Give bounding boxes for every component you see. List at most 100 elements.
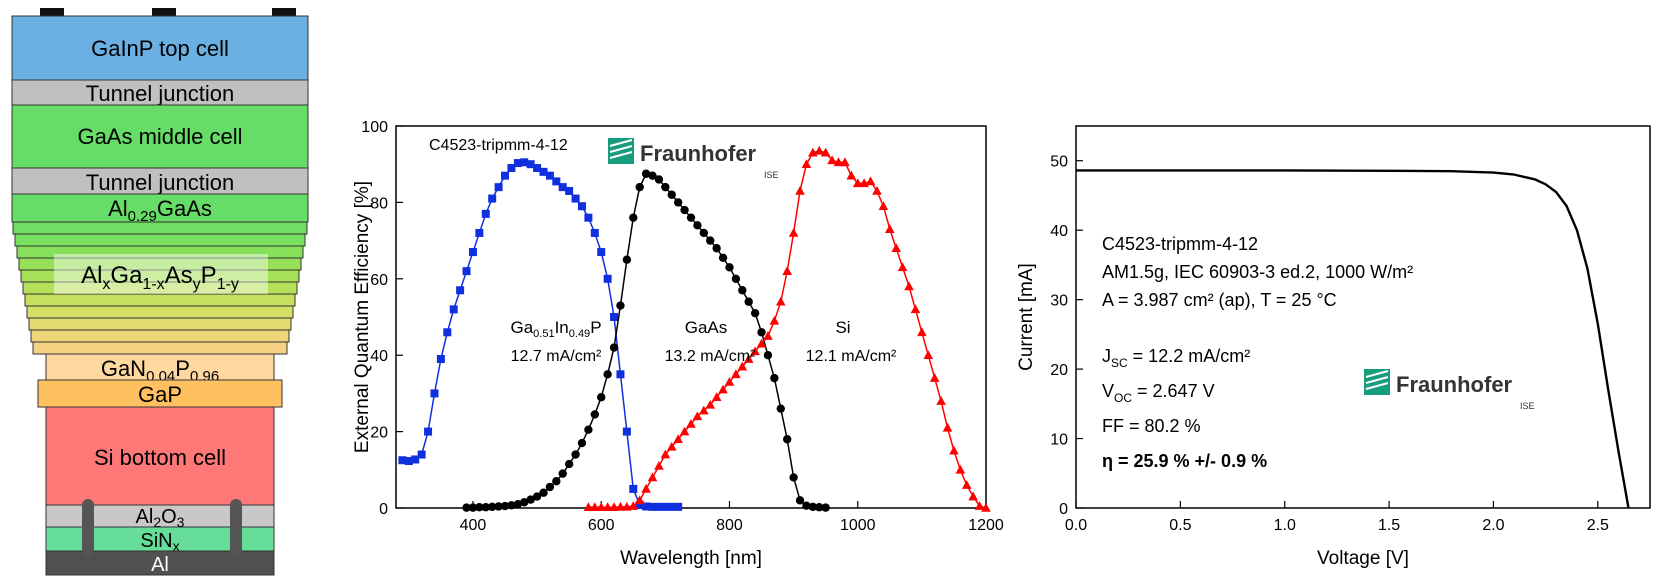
eqe-data-point bbox=[737, 361, 748, 371]
eqe-data-point bbox=[430, 389, 439, 398]
eqe-data-point bbox=[602, 502, 613, 512]
eqe-data-point bbox=[622, 427, 631, 436]
eqe-data-point bbox=[699, 228, 709, 238]
eqe-chart: 400 600 800 1000 1200 0 20 40 60 80 100 External Q… bbox=[352, 119, 1004, 569]
layer-tunnel-junction-1 bbox=[11, 79, 309, 106]
eqe-data-point bbox=[494, 183, 503, 192]
eqe-data-point bbox=[724, 376, 735, 386]
eqe-data-point bbox=[501, 171, 510, 180]
iv-axes: 0.0 0.5 1.0 1.5 2.0 2.5 0 10 20 30 40 50 bbox=[1050, 154, 1609, 534]
x-tick-label: 400 bbox=[460, 517, 487, 534]
eqe-data-point bbox=[654, 460, 664, 470]
front-contact bbox=[272, 8, 296, 17]
eqe-data-point bbox=[872, 185, 882, 195]
eqe-data-point bbox=[802, 501, 811, 510]
layer-gap bbox=[37, 379, 283, 408]
layer-algaas-label: Al0.29GaAs bbox=[108, 196, 212, 225]
eqe-data-point bbox=[436, 355, 445, 364]
eqe-data-point bbox=[597, 248, 606, 257]
eqe-data-point bbox=[929, 373, 940, 382]
eqe-data-point bbox=[923, 350, 934, 359]
eqe-data-point bbox=[757, 328, 766, 337]
eqe-data-point bbox=[628, 501, 639, 510]
eqe-logo-text: Fraunhofer bbox=[640, 141, 757, 166]
eqe-data-point bbox=[750, 346, 760, 356]
eqe-data-point bbox=[552, 177, 561, 186]
iv-curve bbox=[1076, 169, 1630, 509]
iv-ylabel: Current [mA] bbox=[1016, 263, 1037, 371]
eqe-data-point bbox=[661, 182, 670, 192]
eqe-data-point bbox=[532, 492, 542, 501]
iv-xlabel: Voltage [V] bbox=[1317, 548, 1409, 569]
y-tick-label: 20 bbox=[1050, 362, 1068, 379]
y-tick-label: 40 bbox=[1050, 223, 1068, 240]
y-tick-label: 50 bbox=[1050, 154, 1068, 171]
eqe-data-point bbox=[674, 502, 683, 511]
eqe-data-point bbox=[974, 501, 985, 510]
eqe-data-point bbox=[520, 498, 529, 507]
eqe-data-point bbox=[789, 473, 798, 482]
eqe-data-point bbox=[398, 456, 407, 465]
layer-sinx-label: SiNx bbox=[140, 530, 179, 554]
eqe-data-point bbox=[622, 255, 632, 264]
eqe-data-point bbox=[897, 262, 908, 272]
eqe-data-point bbox=[891, 243, 902, 253]
layer-tunnel-label-1: Tunnel junction bbox=[86, 81, 234, 106]
eqe-data-point bbox=[577, 438, 587, 448]
eqe-data-point bbox=[507, 164, 516, 173]
eqe-data-point bbox=[667, 190, 676, 199]
eqe-data-point bbox=[763, 331, 773, 340]
eqe-data-point bbox=[462, 267, 471, 276]
eqe-data-point bbox=[648, 171, 657, 180]
eqe-data-point bbox=[520, 158, 529, 167]
iv-sample-id: C4523-tripmm-4-12 bbox=[1102, 234, 1258, 254]
eqe-data-point bbox=[468, 503, 478, 512]
eqe-series-label-si: Si bbox=[835, 318, 850, 337]
eqe-data-point bbox=[629, 484, 638, 493]
eqe-data-point bbox=[904, 281, 914, 291]
eqe-data-point bbox=[936, 396, 946, 405]
eqe-data-point bbox=[487, 502, 497, 512]
eqe-data-point bbox=[615, 501, 626, 511]
eqe-data-point bbox=[833, 157, 844, 167]
eqe-data-point bbox=[545, 482, 555, 492]
eqe-data-point bbox=[731, 369, 741, 379]
eqe-data-point bbox=[603, 274, 612, 283]
eqe-data-point bbox=[917, 327, 927, 337]
eqe-plot-frame bbox=[395, 125, 987, 509]
eqe-data-point bbox=[634, 495, 645, 505]
eqe-data-point bbox=[583, 502, 594, 512]
eqe-data-point bbox=[488, 194, 497, 203]
eqe-data-point bbox=[597, 393, 606, 402]
x-tick-label: 1.0 bbox=[1274, 517, 1296, 534]
eqe-data-point bbox=[456, 286, 465, 295]
eqe-data-point bbox=[679, 426, 690, 436]
eqe-data-point bbox=[552, 477, 561, 486]
eqe-data-point bbox=[955, 464, 966, 474]
eqe-series-group bbox=[398, 145, 991, 512]
eqe-data-point bbox=[417, 450, 426, 459]
eqe-data-point bbox=[635, 182, 644, 192]
eqe-data-point bbox=[468, 248, 477, 257]
eqe-data-point bbox=[481, 209, 490, 218]
eqe-data-point bbox=[821, 503, 830, 512]
layer-gaas-label: GaAs middle cell bbox=[77, 124, 242, 149]
eqe-data-point bbox=[770, 373, 779, 383]
eqe-data-point bbox=[725, 263, 734, 272]
eqe-data-point bbox=[878, 201, 889, 211]
eqe-data-point bbox=[699, 405, 709, 415]
eqe-data-point bbox=[610, 313, 619, 321]
eqe-data-point bbox=[865, 176, 876, 186]
y-tick-label: 10 bbox=[1050, 432, 1068, 449]
eqe-data-point bbox=[692, 411, 703, 421]
iv-efficiency: η = 25.9 % +/- 0.9 % bbox=[1102, 451, 1267, 471]
y-tick-label: 60 bbox=[370, 272, 388, 289]
x-tick-label: 1.5 bbox=[1378, 517, 1400, 534]
eqe-data-point bbox=[712, 244, 721, 253]
eqe-series-line-2 bbox=[588, 150, 987, 509]
y-tick-label: 100 bbox=[361, 119, 388, 136]
eqe-data-point bbox=[801, 159, 812, 168]
eqe-data-point bbox=[738, 286, 747, 295]
eqe-data-point bbox=[609, 502, 619, 512]
eqe-data-point bbox=[571, 450, 580, 459]
